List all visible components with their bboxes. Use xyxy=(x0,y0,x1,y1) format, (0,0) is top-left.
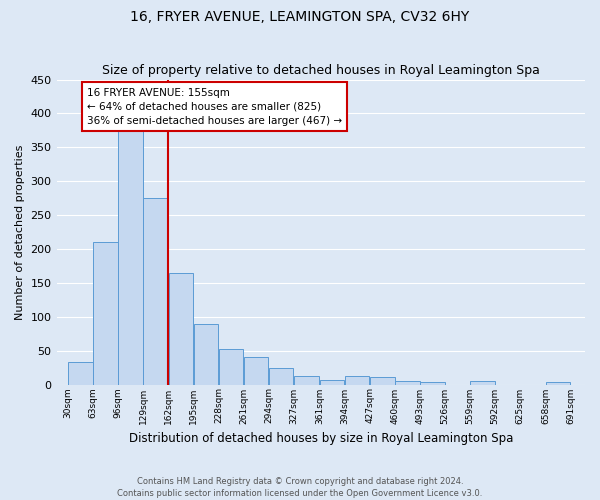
Bar xyxy=(244,358,268,384)
Bar xyxy=(345,376,370,384)
Bar xyxy=(294,376,319,384)
Text: Contains HM Land Registry data © Crown copyright and database right 2024.
Contai: Contains HM Land Registry data © Crown c… xyxy=(118,476,482,498)
Bar xyxy=(546,382,570,384)
Bar xyxy=(93,242,118,384)
Bar xyxy=(320,380,344,384)
Bar xyxy=(395,381,419,384)
Bar xyxy=(143,198,168,384)
Title: Size of property relative to detached houses in Royal Leamington Spa: Size of property relative to detached ho… xyxy=(102,64,540,77)
Bar xyxy=(420,382,445,384)
Bar xyxy=(194,324,218,384)
Bar xyxy=(118,128,143,384)
Bar xyxy=(269,368,293,384)
Text: 16 FRYER AVENUE: 155sqm
← 64% of detached houses are smaller (825)
36% of semi-d: 16 FRYER AVENUE: 155sqm ← 64% of detache… xyxy=(87,88,342,126)
Bar xyxy=(219,348,243,384)
Bar xyxy=(470,381,495,384)
Text: 16, FRYER AVENUE, LEAMINGTON SPA, CV32 6HY: 16, FRYER AVENUE, LEAMINGTON SPA, CV32 6… xyxy=(130,10,470,24)
Bar xyxy=(370,377,395,384)
Bar xyxy=(169,272,193,384)
Y-axis label: Number of detached properties: Number of detached properties xyxy=(15,144,25,320)
X-axis label: Distribution of detached houses by size in Royal Leamington Spa: Distribution of detached houses by size … xyxy=(129,432,514,445)
Bar xyxy=(68,362,92,384)
